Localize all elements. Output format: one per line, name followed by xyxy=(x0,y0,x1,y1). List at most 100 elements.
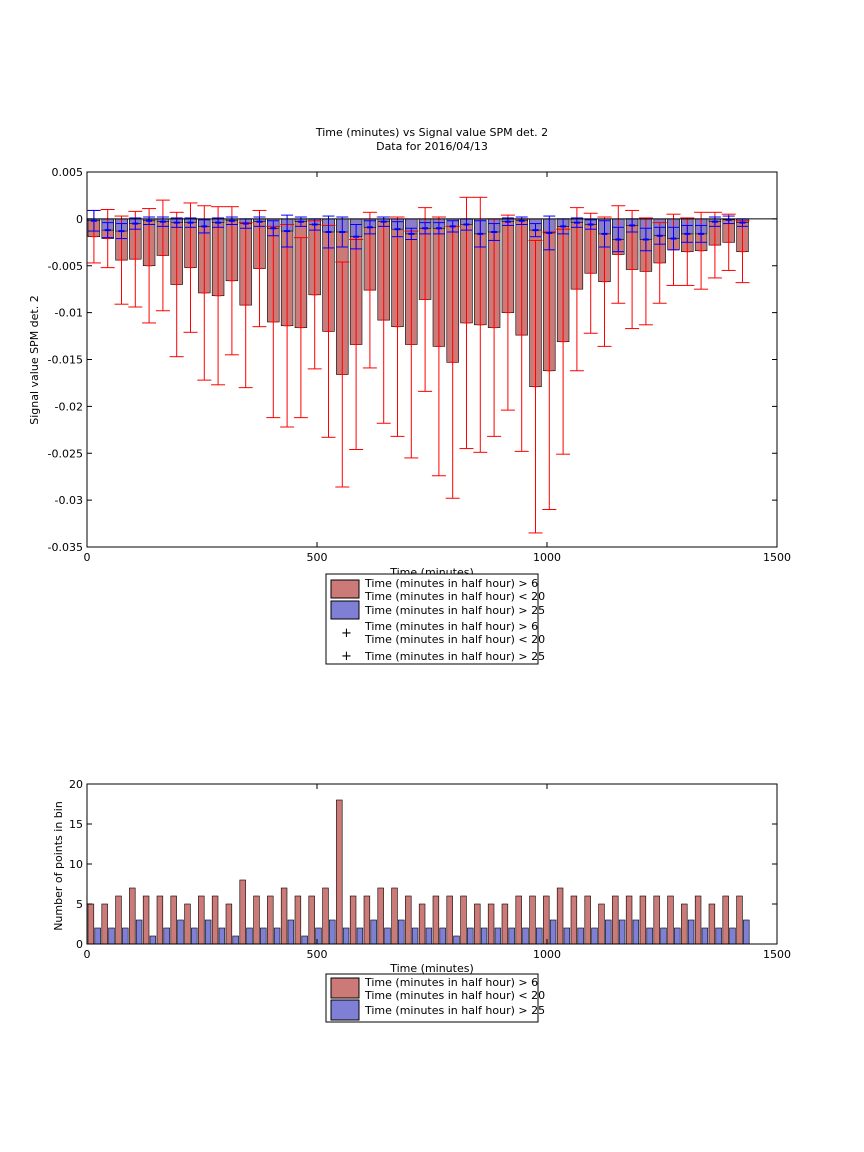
bar-blue xyxy=(177,919,184,945)
bar-red xyxy=(349,895,357,945)
y-tick-label: -0.015 xyxy=(48,354,83,367)
bar-blue xyxy=(467,927,474,945)
bar-blue xyxy=(329,919,336,945)
legend-swatch-blue xyxy=(330,999,360,1021)
bar-blue xyxy=(218,927,226,945)
bar-blue xyxy=(398,919,405,945)
bar-blue xyxy=(384,927,391,945)
bar-blue xyxy=(605,919,612,945)
bar-red xyxy=(446,895,453,945)
bar-blue xyxy=(453,935,460,945)
bar-red xyxy=(253,895,260,945)
bar-red xyxy=(142,895,150,945)
bar-red xyxy=(653,895,660,945)
x-tick-label: 1500 xyxy=(763,948,791,961)
bar-blue xyxy=(411,927,419,945)
bar-red xyxy=(584,895,591,945)
legend-label: Time (minutes in half hour) > 25 xyxy=(364,1004,545,1017)
legend-box xyxy=(325,573,539,665)
y-axis-label: Signal value SPM det. 2 xyxy=(28,295,41,425)
bar-blue xyxy=(342,927,350,945)
bar-blue xyxy=(536,927,543,945)
signal-error-bars xyxy=(86,196,750,534)
x-tick-label: 500 xyxy=(307,948,328,961)
bar-blue xyxy=(674,927,681,945)
bar-red xyxy=(115,895,122,945)
bar-blue xyxy=(618,919,626,945)
bar-red xyxy=(639,895,647,945)
y-tick-label: 0 xyxy=(76,213,83,226)
bar-red xyxy=(598,903,605,945)
bar-red xyxy=(391,887,398,945)
bar-blue xyxy=(660,927,667,945)
x-axis-label: Time (minutes) xyxy=(389,962,474,975)
bar-red xyxy=(625,895,633,945)
bar-red xyxy=(377,887,384,945)
bar-red xyxy=(322,887,329,945)
bar-red xyxy=(556,887,564,945)
y-tick-label: -0.005 xyxy=(48,260,83,273)
bar-red xyxy=(405,895,412,945)
bar-blue xyxy=(370,919,377,945)
bar-red xyxy=(432,895,440,945)
bar-red xyxy=(460,895,467,945)
legend-label: Time (minutes in half hour) > 6 Time (mi… xyxy=(364,976,545,1002)
bar-blue xyxy=(701,927,709,945)
x-tick-label: 1000 xyxy=(533,551,561,564)
bar-red xyxy=(543,895,550,945)
bar-red xyxy=(418,903,426,945)
bar-blue xyxy=(729,927,736,945)
bar-red xyxy=(225,903,233,945)
bar-blue xyxy=(246,927,253,945)
axis-ticks: 0 500 1000 1500 0.005 0 -0.005 -0.01 -0.015 -0.02… xyxy=(48,166,791,564)
legend: Time (minutes in half hour) > 6 Time (mi… xyxy=(325,973,545,1023)
bar-red xyxy=(239,879,246,945)
bar-red xyxy=(570,895,578,945)
signal-bars xyxy=(87,218,749,387)
y-tick-label: 15 xyxy=(69,818,83,831)
bar-blue xyxy=(356,927,364,945)
legend-label-line: Time (minutes in half hour) < 20 xyxy=(364,633,545,646)
x-tick-label: 1000 xyxy=(533,948,561,961)
bar-red xyxy=(736,895,743,945)
legend-label: Time (minutes in half hour) > 6 Time (mi… xyxy=(364,620,545,646)
bar-blue xyxy=(287,919,295,945)
bar-blue xyxy=(135,919,143,945)
bar-blue xyxy=(632,919,640,945)
y-tick-label: 5 xyxy=(76,898,83,911)
legend-swatch-red xyxy=(330,579,360,599)
bar-blue xyxy=(439,927,446,945)
bar-red xyxy=(170,895,177,945)
bar-blue xyxy=(646,927,653,945)
count-bars xyxy=(87,799,750,945)
x-tick-label: 0 xyxy=(84,551,91,564)
bar-blue xyxy=(273,927,281,945)
bar-red xyxy=(722,895,729,945)
bar-blue xyxy=(715,927,722,945)
bar-red xyxy=(708,903,716,945)
bar-blue xyxy=(563,927,571,945)
bar-red xyxy=(529,895,536,945)
bar-blue xyxy=(260,927,267,945)
bar-red xyxy=(184,903,191,945)
bar-blue xyxy=(94,927,101,945)
bar-red xyxy=(363,895,371,945)
legend-label-line: Time (minutes in half hour) > 6 xyxy=(364,620,538,633)
bar-blue xyxy=(577,927,584,945)
legend-marker-blue: + xyxy=(341,649,352,664)
count-chart: 0 500 1000 1500 20 15 10 5 0 Time (minutes) Numb… xyxy=(52,778,791,1023)
y-tick-label: -0.025 xyxy=(48,447,83,460)
bar-red xyxy=(101,903,108,945)
y-tick-label: -0.02 xyxy=(55,400,83,413)
bar-blue xyxy=(743,919,750,945)
bar-blue xyxy=(522,927,529,945)
bar-red xyxy=(612,895,619,945)
legend-swatch-blue xyxy=(330,600,360,620)
y-tick-label: 0 xyxy=(76,938,83,951)
bar-blue xyxy=(149,935,157,945)
y-axis-label: Number of points in bin xyxy=(52,801,65,931)
legend-label-line: Time (minutes in half hour) < 20 xyxy=(364,590,545,603)
bar-red xyxy=(280,887,288,945)
y-tick-label: -0.01 xyxy=(55,307,83,320)
bar-red xyxy=(129,887,136,945)
